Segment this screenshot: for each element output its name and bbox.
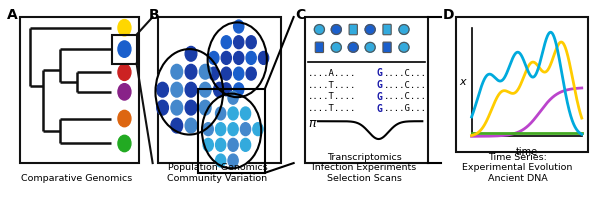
Circle shape (199, 100, 211, 115)
Text: Comparative Genomics: Comparative Genomics (21, 174, 132, 183)
Circle shape (199, 64, 211, 79)
FancyBboxPatch shape (315, 42, 323, 53)
Circle shape (171, 64, 182, 79)
Circle shape (246, 67, 256, 80)
Circle shape (171, 82, 182, 97)
Circle shape (208, 22, 267, 97)
Bar (199, 89, 265, 173)
Text: ....T....: ....T.... (308, 92, 356, 101)
Circle shape (215, 107, 226, 120)
Text: C: C (295, 8, 305, 22)
Circle shape (246, 36, 256, 49)
Text: x: x (459, 77, 466, 87)
Circle shape (214, 82, 225, 97)
Circle shape (185, 64, 197, 79)
Circle shape (246, 52, 256, 64)
Circle shape (233, 83, 244, 96)
Ellipse shape (314, 25, 325, 34)
Circle shape (118, 41, 131, 57)
Text: G: G (377, 104, 383, 114)
Text: G: G (377, 92, 383, 102)
Circle shape (118, 135, 131, 152)
Circle shape (221, 52, 232, 64)
Circle shape (259, 52, 269, 64)
Bar (305, 17, 428, 163)
Ellipse shape (365, 25, 375, 34)
Circle shape (185, 118, 197, 133)
Bar (20, 17, 139, 163)
Ellipse shape (365, 42, 375, 52)
Circle shape (233, 36, 244, 49)
Circle shape (253, 123, 263, 136)
Circle shape (233, 67, 244, 80)
Text: $\pi$: $\pi$ (308, 117, 318, 130)
Text: time: time (515, 147, 538, 157)
Text: Population Genomics
Community Variation: Population Genomics Community Variation (167, 163, 268, 183)
Text: ....T....: ....T.... (308, 81, 356, 90)
Text: B: B (148, 8, 159, 22)
Bar (457, 17, 588, 152)
Ellipse shape (399, 42, 409, 52)
Circle shape (228, 138, 238, 151)
Circle shape (199, 82, 211, 97)
Circle shape (215, 138, 226, 151)
Circle shape (155, 49, 223, 135)
Circle shape (241, 123, 251, 136)
Text: D: D (443, 8, 454, 22)
Circle shape (221, 36, 232, 49)
Text: ....T....: ....T.... (308, 104, 356, 113)
Text: ....G...: ....G... (384, 104, 427, 113)
Circle shape (221, 67, 232, 80)
Circle shape (157, 100, 169, 115)
Circle shape (118, 110, 131, 127)
Circle shape (228, 91, 238, 104)
FancyBboxPatch shape (349, 24, 358, 35)
Circle shape (185, 46, 197, 61)
Circle shape (118, 64, 131, 80)
Text: ....A....: ....A.... (308, 69, 356, 78)
Circle shape (118, 20, 131, 36)
Circle shape (209, 67, 219, 80)
Text: G: G (377, 80, 383, 90)
Text: A: A (7, 8, 18, 22)
Circle shape (157, 82, 169, 97)
Circle shape (221, 83, 232, 96)
Bar (112, 35, 137, 64)
Text: ....C...: ....C... (384, 92, 427, 101)
Circle shape (209, 52, 219, 64)
Ellipse shape (331, 25, 341, 34)
Circle shape (228, 154, 238, 167)
Ellipse shape (348, 42, 358, 52)
Circle shape (228, 123, 238, 136)
Ellipse shape (399, 25, 409, 34)
Circle shape (228, 107, 238, 120)
Circle shape (241, 138, 251, 151)
Circle shape (233, 52, 244, 64)
Circle shape (203, 123, 214, 136)
Text: Transcriptomics
Infection Experiments
Selection Scans: Transcriptomics Infection Experiments Se… (313, 153, 416, 183)
Circle shape (215, 123, 226, 136)
Circle shape (233, 20, 244, 33)
Circle shape (171, 118, 182, 133)
Bar (158, 17, 281, 163)
Text: Time Series:
Experimental Evolution
Ancient DNA: Time Series: Experimental Evolution Anci… (463, 153, 572, 183)
Circle shape (241, 107, 251, 120)
FancyBboxPatch shape (383, 24, 391, 35)
Circle shape (118, 84, 131, 100)
Text: ....C...: ....C... (384, 81, 427, 90)
Circle shape (185, 82, 197, 97)
Circle shape (185, 100, 197, 115)
Circle shape (202, 94, 261, 168)
Circle shape (203, 138, 214, 151)
Ellipse shape (331, 42, 341, 52)
Circle shape (171, 100, 182, 115)
Text: G: G (377, 68, 383, 78)
Text: ....C...: ....C... (384, 69, 427, 78)
Circle shape (215, 154, 226, 167)
FancyBboxPatch shape (383, 42, 391, 53)
